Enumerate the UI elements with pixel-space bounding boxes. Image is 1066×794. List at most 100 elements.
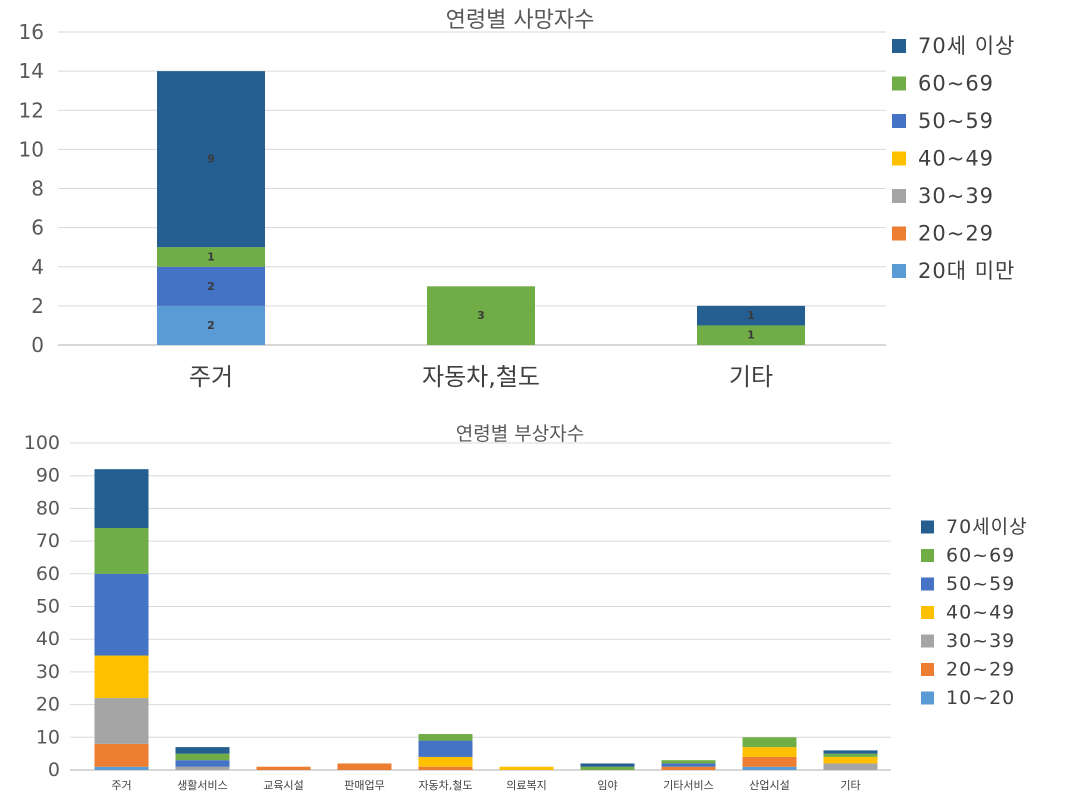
bar-segment bbox=[157, 247, 265, 267]
data-label: 1 bbox=[747, 309, 755, 322]
legend-item: 40~49 bbox=[892, 147, 993, 171]
y-tick-label: 10 bbox=[36, 726, 60, 748]
bar-segment bbox=[157, 71, 265, 248]
legend-swatch bbox=[892, 264, 906, 278]
bar-segment bbox=[175, 753, 230, 761]
data-label: 1 bbox=[747, 329, 755, 342]
bar-segment bbox=[499, 766, 554, 770]
legend-label: 20대 미만 bbox=[918, 259, 1015, 283]
legend-swatch bbox=[921, 634, 934, 648]
bar-segment bbox=[175, 747, 230, 754]
y-tick-label: 8 bbox=[31, 177, 44, 201]
legend-item: 10~20 bbox=[921, 687, 1014, 709]
bar-segment bbox=[823, 753, 878, 757]
bar-segment bbox=[580, 763, 635, 767]
y-tick-label: 40 bbox=[36, 628, 60, 650]
x-tick-label: 생활서비스 bbox=[177, 778, 228, 792]
x-tick-label: 산업시설 bbox=[749, 779, 789, 792]
y-tick-label: 14 bbox=[19, 59, 44, 83]
legend-swatch bbox=[921, 663, 934, 676]
bar-segment bbox=[742, 756, 797, 767]
y-tick-label: 4 bbox=[31, 255, 44, 279]
bar-segment bbox=[175, 760, 230, 767]
bar-segment bbox=[157, 266, 265, 306]
legend-label: 50~59 bbox=[918, 109, 994, 133]
legend-label: 60~69 bbox=[946, 545, 1015, 567]
legend-label: 20~29 bbox=[946, 659, 1015, 681]
y-tick-label: 2 bbox=[31, 294, 44, 318]
bar-segment bbox=[742, 747, 797, 757]
x-tick-label: 기타 bbox=[729, 363, 773, 391]
y-tick-label: 12 bbox=[19, 98, 44, 122]
legend-label: 30~39 bbox=[946, 630, 1015, 652]
injuries-by-age-chart: 연령별 부상자수 0 10 20 30 40 50 60 70 80 90 100 주거 생활서비스 교육시… bbox=[24, 423, 1028, 792]
legend-item: 20대 미만 bbox=[892, 259, 1015, 283]
legend-item: 60~69 bbox=[921, 545, 1015, 567]
data-label: 9 bbox=[207, 153, 215, 166]
x-tick-label: 기타 bbox=[840, 779, 860, 792]
y-tick-label: 90 bbox=[36, 465, 60, 487]
bar-segment bbox=[823, 763, 878, 770]
bar-segment bbox=[94, 655, 149, 699]
data-label: 1 bbox=[207, 250, 215, 263]
legend-label: 40~49 bbox=[946, 602, 1015, 624]
legend-swatch bbox=[921, 577, 934, 591]
legend-item: 70세이상 bbox=[921, 516, 1028, 538]
bar-segment bbox=[823, 756, 878, 764]
legend: 70세이상 60~69 50~59 40~49 30~39 20~29 10~20 bbox=[921, 516, 1028, 709]
y-tick-label: 0 bbox=[31, 333, 44, 357]
legend-swatch bbox=[921, 691, 934, 705]
legend-swatch bbox=[892, 114, 906, 128]
chart-title: 연령별 사망자수 bbox=[446, 8, 595, 33]
data-label: 3 bbox=[477, 309, 485, 322]
x-tick-label: 자동차,철도 bbox=[422, 363, 540, 391]
y-tick-label: 20 bbox=[36, 694, 60, 716]
bar-segment bbox=[418, 734, 473, 741]
y-tick-label: 0 bbox=[48, 759, 60, 781]
bar-segment bbox=[661, 763, 716, 767]
bar-segment bbox=[94, 469, 149, 529]
y-tick-label: 16 bbox=[19, 20, 44, 44]
deaths-by-age-chart: 연령별 사망자수 0 2 4 6 8 10 12 14 16 2 2 1 9 주거 3 자동차,철도 1 1 기타 70… bbox=[19, 8, 1015, 391]
bar-segment bbox=[337, 763, 392, 770]
bar-segment bbox=[94, 698, 149, 744]
y-tick-label: 70 bbox=[36, 530, 60, 552]
bar-segment bbox=[175, 766, 230, 770]
bar-segment bbox=[94, 528, 149, 574]
y-tick-label: 80 bbox=[36, 497, 60, 519]
bar-segment bbox=[418, 756, 473, 767]
bar-segment bbox=[94, 743, 149, 767]
legend-label: 70세이상 bbox=[946, 516, 1028, 538]
x-tick-label: 임야 bbox=[597, 779, 617, 792]
legend: 70세 이상 60~69 50~59 40~49 30~39 20~29 20대 미만 bbox=[892, 34, 1015, 283]
bar-segment bbox=[427, 286, 535, 345]
legend-item: 20~29 bbox=[921, 659, 1015, 681]
legend-item: 40~49 bbox=[921, 602, 1015, 624]
y-tick-label: 60 bbox=[36, 563, 60, 585]
legend-item: 30~39 bbox=[921, 630, 1015, 652]
bar-segment bbox=[256, 766, 311, 770]
legend-swatch bbox=[892, 76, 906, 91]
bar-segment bbox=[742, 737, 797, 748]
legend-label: 70세 이상 bbox=[918, 34, 1015, 58]
bar-segment bbox=[697, 325, 805, 345]
x-tick-label: 판매업무 bbox=[344, 779, 384, 792]
y-tick-label: 6 bbox=[31, 216, 44, 240]
legend-item: 20~29 bbox=[892, 222, 993, 246]
bar-segment bbox=[94, 573, 149, 656]
y-tick-label: 50 bbox=[36, 596, 60, 618]
legend-label: 50~59 bbox=[946, 573, 1015, 595]
x-tick-label: 기타서비스 bbox=[663, 779, 714, 792]
legend-item: 50~59 bbox=[892, 109, 994, 133]
legend-item: 50~59 bbox=[921, 573, 1015, 595]
bar-segment bbox=[661, 760, 716, 764]
x-tick-label: 의료복지 bbox=[506, 779, 546, 792]
legend-label: 30~39 bbox=[918, 184, 994, 208]
legend-label: 60~69 bbox=[918, 72, 994, 96]
x-tick-label: 교육시설 bbox=[263, 779, 303, 792]
x-tick-label: 주거 bbox=[189, 363, 233, 391]
y-tick-label: 30 bbox=[36, 661, 60, 683]
data-label: 2 bbox=[207, 319, 215, 332]
legend-item: 60~69 bbox=[892, 72, 994, 96]
legend-swatch bbox=[892, 226, 906, 241]
